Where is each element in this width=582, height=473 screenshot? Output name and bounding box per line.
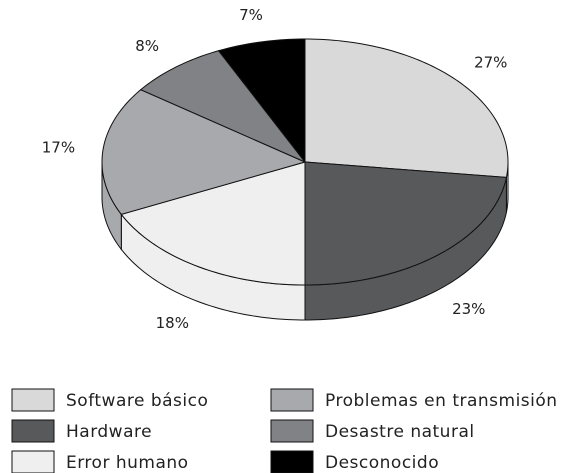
legend-swatch (11, 450, 55, 473)
data-label: 7% (239, 6, 263, 24)
data-label: 17% (42, 138, 75, 156)
data-label: 27% (474, 53, 507, 71)
legend-swatch (11, 388, 55, 412)
legend-label: Desastre natural (325, 422, 475, 442)
legend-label: Problemas en transmisión (325, 391, 558, 411)
pie-slice (139, 50, 306, 163)
legend-swatch (270, 450, 314, 473)
legend-label: Hardware (66, 422, 152, 442)
pie-slice (304, 38, 509, 178)
legend-label: Software básico (66, 391, 208, 411)
pie-slice (101, 89, 307, 215)
data-label: 23% (452, 300, 485, 318)
pie-slice (120, 161, 306, 286)
pie-slice (217, 38, 306, 164)
legend-label: Error humano (66, 453, 189, 473)
pie-slice (304, 161, 508, 286)
data-label: 18% (156, 314, 189, 332)
legend-label: Desconocido (325, 453, 439, 473)
legend-swatch (11, 419, 55, 443)
legend-swatch (270, 388, 314, 412)
legend-swatch (270, 419, 314, 443)
data-label: 8% (135, 37, 159, 55)
